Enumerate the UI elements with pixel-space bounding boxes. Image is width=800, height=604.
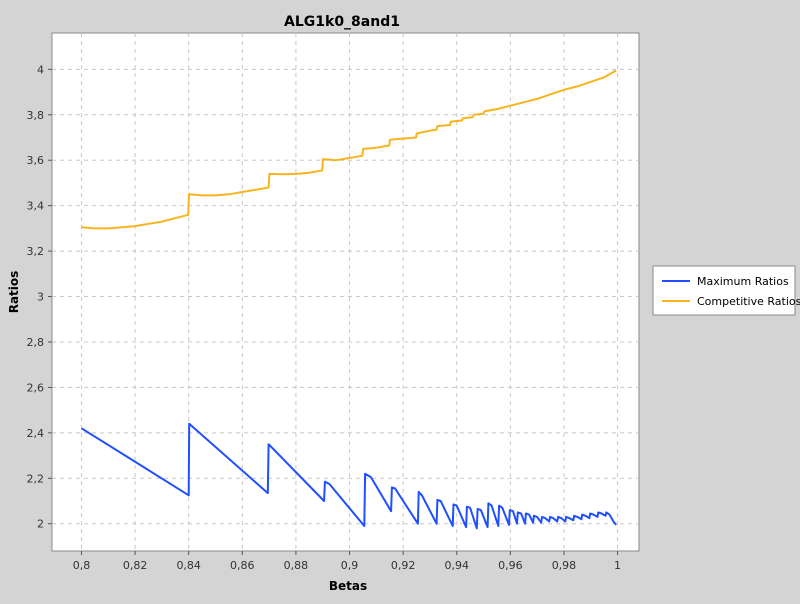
x-tick-label: 0,82 bbox=[123, 559, 148, 572]
y-tick-label: 3,4 bbox=[27, 200, 45, 213]
legend-box bbox=[652, 265, 796, 316]
series-line-competitive-ratios bbox=[81, 69, 617, 230]
series-lines bbox=[80, 69, 617, 530]
x-tick-label: 0,86 bbox=[230, 559, 255, 572]
plot-area bbox=[51, 32, 640, 552]
y-tick-label: 3,6 bbox=[27, 154, 45, 167]
x-tick-label: 0,96 bbox=[498, 559, 523, 572]
legend: Maximum Ratios Competitive Ratios bbox=[652, 265, 800, 316]
x-tick-label: 0,92 bbox=[391, 559, 416, 572]
x-tick-label: 0,88 bbox=[284, 559, 309, 572]
legend-label-maximum: Maximum Ratios bbox=[697, 275, 789, 288]
x-tick-label: 1 bbox=[614, 559, 621, 572]
axes: 0,8 0,82 0,84 0,86 0,88 0,9 0,92 0,94 0,96 0,98 1 2… bbox=[27, 63, 622, 572]
x-tick-label: 0,84 bbox=[176, 559, 201, 572]
x-tick-label: 0,94 bbox=[444, 559, 469, 572]
y-tick-label: 3,8 bbox=[27, 109, 45, 122]
y-tick-label: 2 bbox=[37, 518, 44, 531]
y-tick-label: 3 bbox=[37, 291, 44, 304]
series-line-maximum-ratios bbox=[80, 422, 617, 530]
x-tick-label: 0,98 bbox=[552, 559, 577, 572]
x-tick-label: 0,9 bbox=[341, 559, 359, 572]
grid-lines bbox=[52, 33, 639, 551]
y-tick-label: 3,2 bbox=[27, 245, 45, 258]
legend-label-competitive: Competitive Ratios bbox=[697, 295, 800, 308]
y-tick-label: 2,4 bbox=[27, 427, 45, 440]
y-axis-label: Ratios bbox=[7, 271, 21, 314]
x-tick-label: 0,8 bbox=[73, 559, 91, 572]
y-tick-label: 4 bbox=[37, 63, 44, 76]
x-axis-label: Betas bbox=[329, 579, 367, 593]
y-tick-label: 2,6 bbox=[27, 381, 45, 394]
chart-title: ALG1k0_8and1 bbox=[284, 14, 400, 30]
y-tick-label: 2,8 bbox=[27, 336, 45, 349]
y-tick-label: 2,2 bbox=[27, 472, 45, 485]
